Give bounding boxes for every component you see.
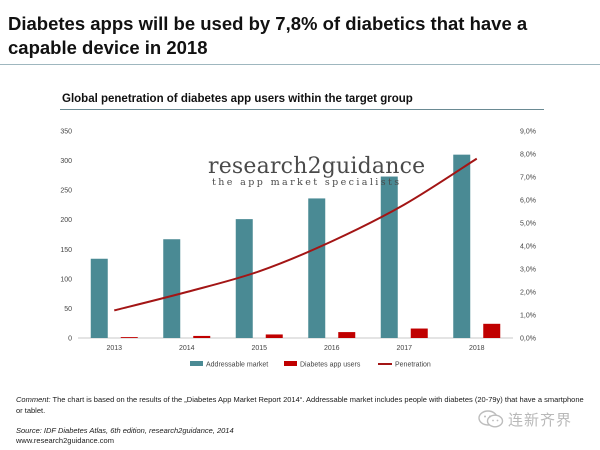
x-axis-tick-label: 2014	[179, 345, 195, 352]
right-axis-tick-label: 7,0%	[520, 175, 536, 182]
right-axis-tick-label: 2,0%	[520, 290, 536, 297]
right-axis-tick-label: 5,0%	[520, 221, 536, 228]
bar-diabetes-app-users	[410, 328, 428, 338]
comment-lead: Comment:	[16, 395, 51, 404]
bar-diabetes-app-users	[120, 337, 138, 338]
bar-addressable-market	[380, 176, 398, 338]
right-axis-tick-label: 4,0%	[520, 244, 536, 251]
bar-addressable-market	[163, 239, 181, 338]
bar-addressable-market	[235, 219, 253, 338]
wechat-icon	[478, 410, 504, 428]
legend-swatch-diabetes-app-users	[284, 361, 297, 366]
source-line: Source: IDF Diabetes Atlas, 6th edition,…	[16, 426, 234, 435]
comment-note: Comment: The chart is based on the resul…	[16, 394, 586, 416]
bar-addressable-market	[90, 258, 108, 338]
left-axis-tick-label: 100	[60, 276, 72, 283]
left-axis-tick-label: 150	[60, 247, 72, 254]
right-axis-tick-label: 3,0%	[520, 267, 536, 274]
x-axis-tick-label: 2015	[251, 345, 267, 352]
bar-addressable-market	[453, 154, 471, 338]
legend-label-diabetes-app-users: Diabetes app users	[300, 362, 361, 369]
right-axis-tick-label: 8,0%	[520, 152, 536, 159]
x-axis-tick-label: 2016	[324, 345, 340, 352]
x-axis-tick-label: 2017	[396, 345, 412, 352]
bar-addressable-market	[308, 198, 326, 338]
research2guidance-logo-text: research2guidance	[208, 154, 426, 179]
chart-title-divider	[60, 109, 544, 110]
right-axis-tick-label: 6,0%	[520, 198, 536, 205]
legend-swatch-addressable-market	[190, 361, 203, 366]
left-axis-tick-label: 50	[64, 306, 72, 313]
right-axis-tick-label: 0,0%	[520, 336, 536, 343]
x-axis-tick-label: 2018	[469, 345, 485, 352]
wechat-account-name: 连新齐界	[508, 410, 573, 429]
left-axis-tick-label: 250	[60, 188, 72, 195]
wechat-watermark: 连新齐界	[478, 409, 572, 429]
left-axis-tick-label: 200	[60, 217, 72, 224]
right-axis-tick-label: 9,0%	[520, 129, 536, 136]
legend-label-penetration: Penetration	[395, 362, 431, 369]
left-axis-tick-label: 0	[68, 336, 72, 343]
source-url: www.research2guidance.com	[16, 436, 114, 445]
headline-divider	[0, 64, 600, 65]
comment-text: The chart is based on the results of the…	[16, 395, 584, 415]
bar-diabetes-app-users	[338, 332, 356, 338]
x-axis-tick-label: 2013	[106, 345, 122, 352]
source-note: Source: IDF Diabetes Atlas, 6th edition,…	[16, 426, 416, 446]
right-axis-tick-label: 1,0%	[520, 313, 536, 320]
bar-diabetes-app-users	[265, 334, 283, 338]
legend-label-addressable-market: Addressable market	[206, 362, 268, 369]
left-axis-tick-label: 300	[60, 158, 72, 165]
headline: Diabetes apps will be used by 7,8% of di…	[8, 13, 528, 58]
penetration-line	[114, 157, 478, 312]
bar-diabetes-app-users	[193, 335, 211, 338]
bar-diabetes-app-users	[483, 323, 501, 338]
left-axis-tick-label: 350	[60, 129, 72, 136]
chart-title: Global penetration of diabetes app users…	[62, 93, 413, 105]
research2guidance-tagline: the app market specialists	[212, 177, 402, 188]
